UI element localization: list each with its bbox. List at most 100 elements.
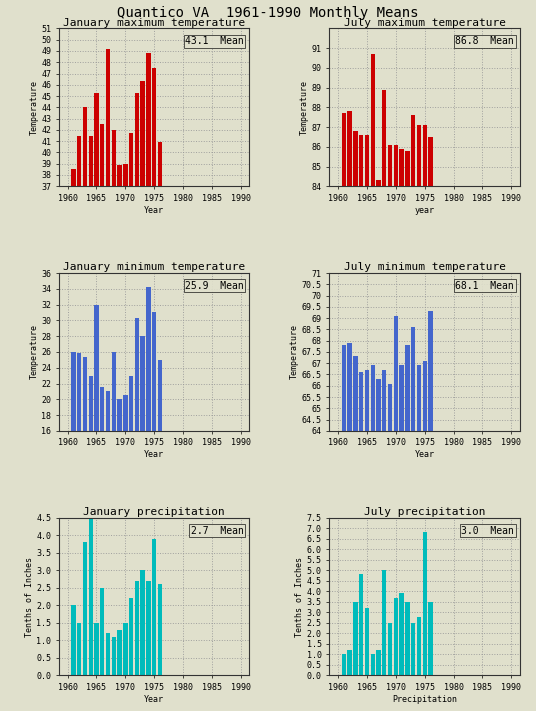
Bar xyxy=(158,360,162,431)
Bar xyxy=(88,136,93,186)
Bar xyxy=(83,107,87,186)
Bar xyxy=(393,316,398,431)
Bar xyxy=(342,113,346,186)
Bar xyxy=(347,112,352,186)
Bar xyxy=(77,623,81,675)
Bar xyxy=(106,391,110,431)
Bar xyxy=(411,623,415,675)
Bar xyxy=(370,654,375,675)
Bar xyxy=(388,623,392,675)
Text: 3.0  Mean: 3.0 Mean xyxy=(461,525,514,535)
X-axis label: Year: Year xyxy=(144,695,164,704)
Bar xyxy=(135,318,139,431)
Bar xyxy=(422,125,427,186)
Bar xyxy=(140,570,145,675)
Bar xyxy=(158,142,162,186)
Bar xyxy=(111,637,116,675)
Bar xyxy=(359,373,363,431)
Bar xyxy=(393,598,398,675)
Bar xyxy=(158,584,162,675)
Bar xyxy=(106,49,110,186)
Title: January precipitation: January precipitation xyxy=(83,507,225,517)
Y-axis label: Tenths of Inches: Tenths of Inches xyxy=(25,557,34,636)
Title: January maximum temperature: January maximum temperature xyxy=(63,18,245,28)
Bar xyxy=(417,125,421,186)
Bar xyxy=(399,365,404,431)
Bar xyxy=(370,365,375,431)
Bar xyxy=(399,149,404,186)
Bar xyxy=(88,518,93,675)
Bar xyxy=(388,145,392,186)
Text: 68.1  Mean: 68.1 Mean xyxy=(456,281,514,291)
Bar xyxy=(135,92,139,186)
Bar xyxy=(100,124,105,186)
Bar xyxy=(146,53,151,186)
Bar xyxy=(359,574,363,675)
Bar xyxy=(123,395,128,431)
Bar xyxy=(428,602,433,675)
Text: 86.8  Mean: 86.8 Mean xyxy=(456,36,514,46)
Bar xyxy=(347,343,352,431)
Bar xyxy=(123,164,128,186)
Bar xyxy=(370,54,375,186)
Bar xyxy=(342,345,346,431)
Bar xyxy=(94,92,99,186)
Bar xyxy=(422,533,427,675)
Bar xyxy=(411,327,415,431)
Y-axis label: Tenths of Inches: Tenths of Inches xyxy=(295,557,304,636)
Bar xyxy=(71,169,76,186)
Bar xyxy=(428,311,433,431)
Title: July minimum temperature: July minimum temperature xyxy=(344,262,505,272)
Bar xyxy=(111,352,116,431)
Text: 25.9  Mean: 25.9 Mean xyxy=(185,281,244,291)
Bar xyxy=(135,581,139,675)
Bar xyxy=(77,353,81,431)
Bar xyxy=(365,608,369,675)
Bar xyxy=(129,598,133,675)
X-axis label: Year: Year xyxy=(144,450,164,459)
Bar xyxy=(117,400,122,431)
Bar xyxy=(106,634,110,675)
X-axis label: Year: Year xyxy=(415,450,435,459)
Bar xyxy=(71,605,76,675)
Bar xyxy=(376,379,381,431)
Bar xyxy=(146,581,151,675)
Bar xyxy=(342,654,346,675)
Bar xyxy=(399,594,404,675)
Bar xyxy=(83,542,87,675)
Bar xyxy=(100,387,105,431)
Bar xyxy=(140,336,145,431)
Bar xyxy=(382,570,386,675)
Bar xyxy=(117,630,122,675)
Bar xyxy=(428,137,433,186)
Bar xyxy=(388,383,392,431)
Bar xyxy=(117,165,122,186)
Bar xyxy=(376,181,381,186)
Bar xyxy=(146,287,151,431)
Bar xyxy=(71,352,76,431)
Bar xyxy=(417,616,421,675)
Bar xyxy=(152,313,157,431)
Y-axis label: Temperature: Temperature xyxy=(300,80,309,135)
Bar xyxy=(353,602,358,675)
Bar xyxy=(123,623,128,675)
Bar xyxy=(152,68,157,186)
Bar xyxy=(94,623,99,675)
Y-axis label: Temperature: Temperature xyxy=(29,324,39,380)
Bar xyxy=(129,375,133,431)
Bar xyxy=(417,365,421,431)
X-axis label: Precipitation: Precipitation xyxy=(392,695,457,704)
Bar xyxy=(83,358,87,431)
Bar xyxy=(353,131,358,186)
Bar xyxy=(88,375,93,431)
Bar xyxy=(376,650,381,675)
Bar xyxy=(393,145,398,186)
Bar xyxy=(77,136,81,186)
Text: Quantico VA  1961-1990 Monthly Means: Quantico VA 1961-1990 Monthly Means xyxy=(117,6,419,20)
Bar xyxy=(422,361,427,431)
Bar xyxy=(382,90,386,186)
Bar xyxy=(365,135,369,186)
Text: 43.1  Mean: 43.1 Mean xyxy=(185,36,244,46)
Bar xyxy=(94,304,99,431)
Y-axis label: Temperature: Temperature xyxy=(290,324,299,380)
